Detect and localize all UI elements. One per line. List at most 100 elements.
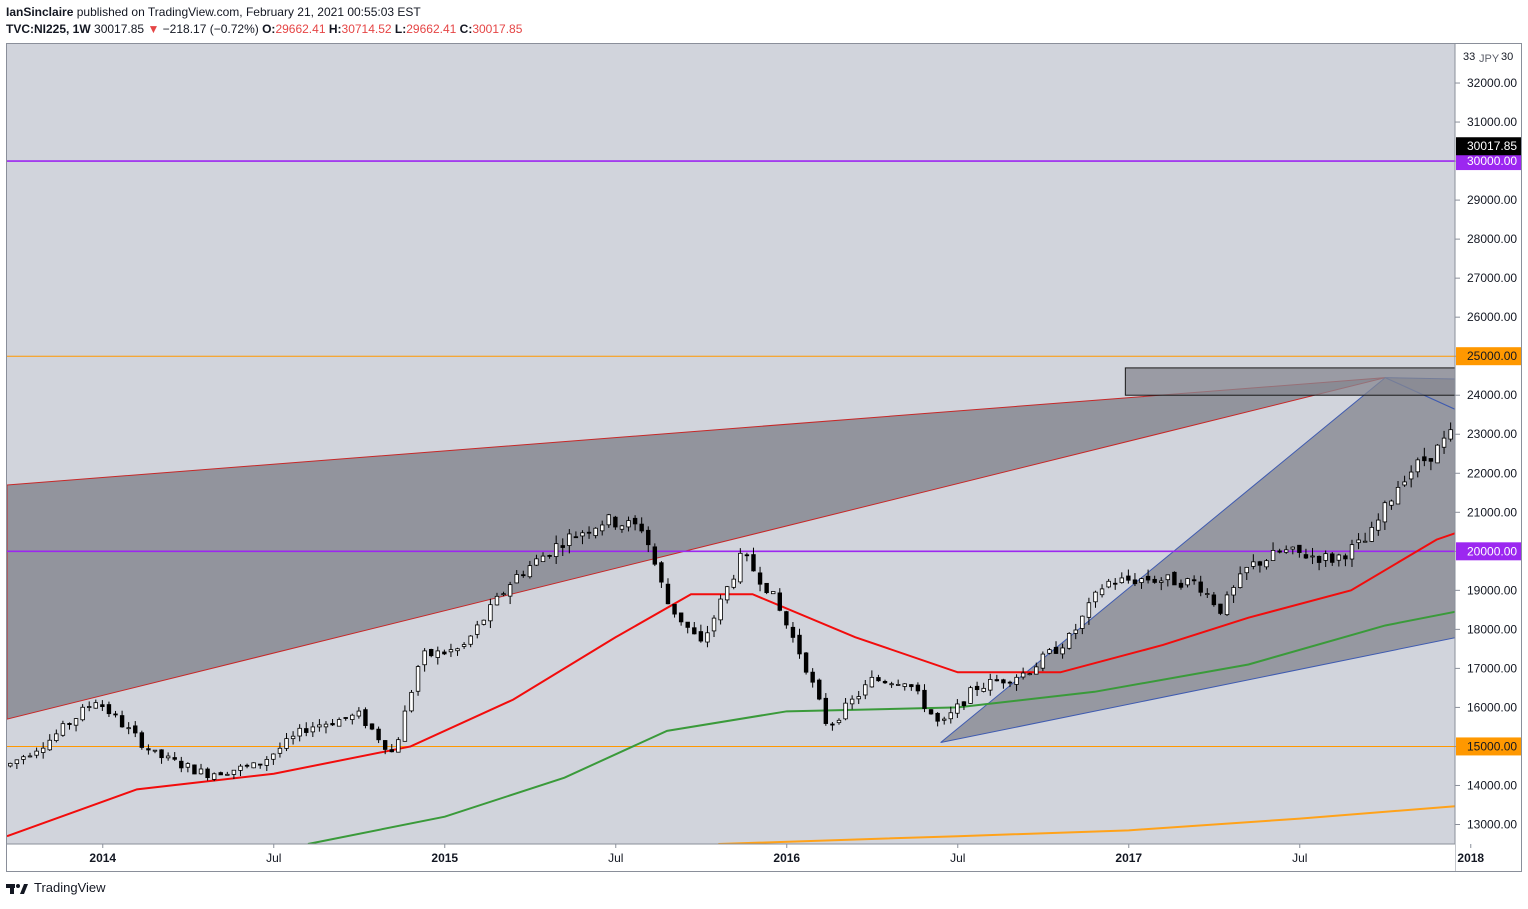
- candle-body: [1415, 459, 1420, 473]
- candle-body: [830, 723, 835, 726]
- candle-body: [1362, 540, 1368, 543]
- candle-body: [113, 713, 118, 716]
- candle-body: [198, 768, 204, 775]
- candle-body: [1349, 544, 1355, 560]
- candle-body: [1093, 591, 1098, 603]
- candle-body: [626, 520, 631, 528]
- candle-body: [718, 598, 723, 621]
- candle-body: [777, 592, 782, 611]
- currency-label: JPY: [1479, 53, 1500, 65]
- candle-body: [1382, 502, 1388, 523]
- candle-body: [1159, 580, 1164, 583]
- ohlc-line: TVC:NI225, 1W 30017.85 ▼ −218.17 (−0.72%…: [6, 21, 522, 38]
- candle-body: [560, 545, 565, 548]
- last-price: 30017.85: [94, 22, 145, 36]
- price-tick-label: 31000.00: [1467, 115, 1517, 129]
- publish-info: published on TradingView.com, February 2…: [76, 5, 421, 19]
- candle-body: [231, 769, 237, 775]
- candle-body: [1422, 456, 1427, 462]
- candle-body: [317, 724, 322, 728]
- candle-body: [80, 706, 85, 721]
- candle-body: [461, 644, 467, 647]
- candle-body: [159, 749, 164, 759]
- price-tick-label: 16000.00: [1467, 700, 1517, 714]
- candle-body: [435, 650, 440, 658]
- time-tick-label: 2017: [1115, 851, 1142, 865]
- chart-area[interactable]: 13000.00 14000.00 15000.00 16000.00 17000.00…: [6, 43, 1522, 872]
- candle-body: [350, 714, 355, 720]
- candle-body: [632, 517, 638, 525]
- candle-body: [672, 603, 677, 615]
- price-tick-label: 21000.00: [1467, 505, 1517, 519]
- candle-body: [915, 684, 921, 692]
- candle-body: [409, 691, 414, 712]
- price-tick-label: 27000.00: [1467, 271, 1517, 285]
- top-tick-label: 33: [1463, 51, 1475, 63]
- candle-body: [639, 523, 644, 532]
- tradingview-logo-icon: [6, 883, 28, 894]
- candle-body: [521, 574, 526, 577]
- level-price-badge: [1456, 737, 1521, 756]
- candle-body: [1152, 578, 1157, 583]
- tradingview-brand[interactable]: TradingView: [34, 880, 106, 895]
- candle-body: [448, 649, 454, 653]
- candle-body: [119, 715, 125, 728]
- candle-body: [895, 684, 901, 686]
- high-value: 30714.52: [341, 22, 392, 36]
- price-tick-label: 22000.00: [1467, 466, 1517, 480]
- candle-body: [1389, 500, 1394, 506]
- candle-body: [705, 632, 710, 643]
- candle-body: [1047, 649, 1052, 654]
- candle-body: [356, 710, 362, 717]
- candle-body: [238, 765, 243, 771]
- high-label: H:: [328, 22, 342, 36]
- candle-body: [93, 702, 98, 709]
- candle-body: [764, 582, 769, 594]
- candle-body: [336, 719, 342, 727]
- price-tick-label: 24000.00: [1467, 388, 1517, 402]
- candle-body: [803, 652, 809, 673]
- candle-body: [1145, 575, 1151, 581]
- candle-body: [698, 631, 704, 642]
- time-tick-label: 2014: [89, 851, 116, 865]
- candle-body: [744, 554, 750, 557]
- author-name[interactable]: IanSinclaire: [6, 5, 74, 19]
- candle-body: [8, 762, 13, 767]
- candle-body: [54, 733, 59, 741]
- footer: TradingView: [6, 880, 106, 895]
- candle-body: [323, 723, 329, 728]
- candle-body: [586, 531, 592, 534]
- candle-body: [1251, 561, 1256, 567]
- candle-body: [47, 739, 52, 751]
- candle-body: [968, 687, 973, 704]
- time-tick-label: 2015: [431, 851, 458, 865]
- candle-body: [876, 677, 881, 682]
- candle-body: [330, 723, 335, 726]
- candle-body: [382, 740, 388, 750]
- candle-body: [21, 756, 26, 760]
- time-tick-label: Jul: [266, 851, 281, 865]
- open-label: O:: [262, 22, 276, 36]
- pattern-triangle: [7, 377, 1386, 720]
- candle-body: [817, 679, 822, 700]
- candle-body: [1336, 554, 1342, 561]
- candle-body: [1020, 672, 1026, 678]
- candle-body: [646, 529, 651, 546]
- candle-body: [606, 514, 611, 526]
- candle-body: [1080, 615, 1085, 629]
- moving-average-short: [7, 509, 1521, 838]
- candle-body: [1448, 429, 1453, 440]
- candle-body: [1040, 653, 1046, 669]
- candle-body: [106, 704, 112, 715]
- candle-body: [619, 525, 625, 530]
- candle-body: [784, 611, 789, 626]
- candle-body: [935, 712, 940, 722]
- price-tick-label: 29000.00: [1467, 193, 1517, 207]
- low-label: L:: [394, 22, 407, 36]
- candle-body: [415, 666, 421, 692]
- price-chart[interactable]: 13000.00 14000.00 15000.00 16000.00 17000.00…: [7, 44, 1521, 871]
- level-price-label: 15000.00: [1467, 739, 1517, 753]
- candle-body: [1408, 471, 1414, 480]
- candle-body: [771, 591, 776, 595]
- level-price-badge: [1456, 542, 1521, 561]
